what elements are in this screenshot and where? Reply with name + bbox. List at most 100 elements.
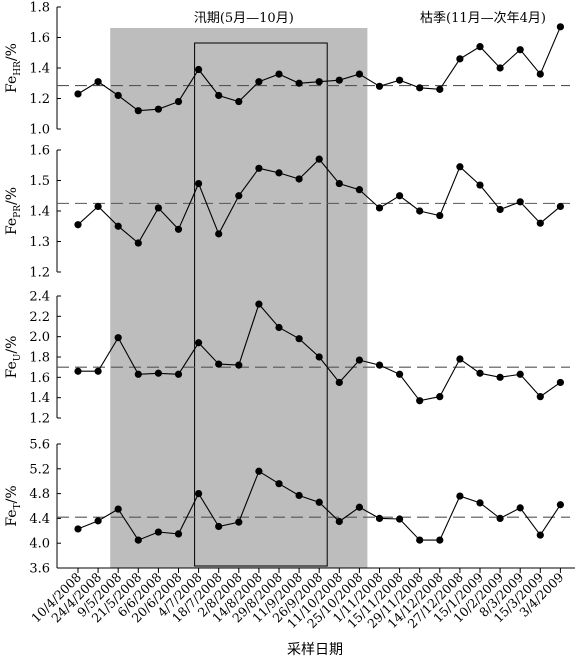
data-point-fe-pr bbox=[476, 181, 484, 189]
y-axis-title-fe-u: FeU/% bbox=[4, 336, 23, 379]
y-tick-label-fe-t: 5.6 bbox=[29, 438, 50, 453]
y-tick-label-fe-u: 2.0 bbox=[29, 330, 50, 345]
data-point-fe-hr bbox=[114, 91, 122, 100]
data-point-fe-pr bbox=[396, 192, 404, 200]
y-tick-label-fe-t: 4.4 bbox=[29, 512, 50, 527]
flood-season-label: 汛期(5月—10月) bbox=[194, 11, 294, 26]
y-tick-label-fe-pr: 1.4 bbox=[29, 205, 50, 220]
data-point-fe-pr bbox=[154, 204, 162, 212]
panel-fe-u: 1.2 1.4 1.6 1.8 2.0 2.2 2.4 FeU/% bbox=[4, 290, 570, 427]
y-tick-label-fe-hr: 1.8 bbox=[29, 1, 50, 16]
data-point-fe-t bbox=[396, 515, 404, 523]
data-point-fe-u bbox=[235, 361, 243, 369]
highlight-box bbox=[194, 42, 328, 567]
panels-layer: 1.01.21.41.61.8FeHR/%1.21.31.41.51.6FePR… bbox=[4, 1, 570, 577]
data-point-fe-u bbox=[496, 373, 504, 381]
data-point-fe-hr bbox=[375, 82, 384, 90]
data-point-fe-hr bbox=[94, 78, 102, 86]
y-axis-title-main-fe-pr: Fe bbox=[4, 218, 20, 235]
data-point-fe-hr bbox=[275, 70, 283, 78]
data-point-fe-pr bbox=[215, 230, 223, 238]
panel-fe-t: 3.6 4.0 4.4 4.8 5.2 5.6 FeT/% bbox=[4, 438, 570, 577]
data-point-fe-hr bbox=[496, 64, 504, 72]
data-point-fe-hr bbox=[295, 79, 303, 87]
data-point-fe-hr bbox=[215, 91, 223, 100]
data-point-fe-u bbox=[516, 370, 524, 378]
y-axis-title-fe-hr: FeHR/% bbox=[4, 43, 23, 93]
data-point-fe-t bbox=[375, 514, 384, 523]
y-tick-label-fe-u: 2.4 bbox=[29, 290, 50, 305]
data-point-fe-hr bbox=[556, 23, 565, 31]
data-point-fe-pr bbox=[456, 163, 464, 171]
data-point-fe-u bbox=[396, 370, 404, 378]
data-point-fe-pr bbox=[94, 202, 102, 211]
data-point-fe-pr bbox=[235, 192, 243, 200]
data-point-fe-hr bbox=[174, 97, 183, 106]
y-axis-title-unit-fe-u: /% bbox=[4, 336, 20, 354]
data-point-fe-t bbox=[114, 505, 122, 513]
data-point-fe-u bbox=[174, 370, 183, 378]
data-point-fe-pr bbox=[255, 164, 263, 172]
data-point-fe-pr bbox=[295, 175, 303, 183]
y-tick-label-fe-t: 4.8 bbox=[29, 487, 50, 502]
y-axis-title-sub-fe-t: T bbox=[13, 503, 23, 509]
data-point-fe-hr bbox=[355, 70, 363, 78]
data-point-fe-pr bbox=[416, 207, 424, 215]
x-axis-title: 采样日期 bbox=[287, 642, 343, 658]
y-tick-label-fe-u: 1.4 bbox=[29, 391, 50, 406]
y-tick-label-fe-hr: 1.4 bbox=[29, 62, 50, 77]
y-tick-label-fe-u: 2.2 bbox=[29, 310, 50, 325]
data-point-fe-u bbox=[295, 335, 303, 343]
data-point-fe-hr bbox=[476, 43, 484, 51]
data-point-fe-pr bbox=[516, 198, 524, 206]
y-tick-label-fe-u: 1.8 bbox=[29, 351, 50, 366]
y-axis-title-fe-pr: FePR/% bbox=[4, 187, 23, 235]
y-tick-label-fe-pr: 1.5 bbox=[29, 174, 50, 189]
data-point-fe-pr bbox=[536, 219, 544, 227]
data-point-fe-u bbox=[114, 334, 122, 342]
y-axis-title-fe-t: FeT/% bbox=[4, 485, 23, 526]
data-point-fe-pr bbox=[174, 225, 183, 233]
y-tick-label-fe-hr: 1.2 bbox=[29, 92, 50, 107]
panel-fe-pr: 1.2 1.3 1.4 1.5 1.6 FePR/% bbox=[4, 144, 570, 281]
y-axis-title-sub-fe-pr: PR bbox=[13, 205, 23, 218]
data-point-fe-t bbox=[195, 490, 203, 498]
data-point-fe-u bbox=[375, 361, 384, 369]
y-axis-title-unit-fe-t: /% bbox=[4, 485, 20, 503]
data-point-fe-pr bbox=[496, 205, 504, 214]
data-point-fe-t bbox=[154, 528, 162, 536]
data-point-fe-u bbox=[154, 369, 162, 377]
data-point-fe-u bbox=[456, 355, 464, 363]
y-axis-title-main-fe-u: Fe bbox=[4, 361, 20, 378]
data-point-fe-hr bbox=[335, 76, 343, 84]
data-point-fe-t bbox=[536, 531, 544, 539]
data-point-fe-u bbox=[134, 370, 142, 378]
data-point-fe-pr bbox=[114, 222, 122, 230]
data-point-fe-u bbox=[355, 356, 363, 364]
data-point-fe-hr bbox=[154, 105, 162, 113]
data-point-fe-hr bbox=[255, 78, 263, 86]
data-point-fe-pr bbox=[335, 179, 343, 188]
data-point-fe-pr bbox=[375, 204, 384, 212]
y-tick-label-fe-pr: 1.2 bbox=[29, 266, 50, 281]
data-point-fe-u bbox=[74, 367, 82, 375]
data-point-fe-hr bbox=[396, 76, 404, 84]
data-point-fe-pr bbox=[556, 202, 565, 211]
y-tick-label-fe-pr: 1.3 bbox=[29, 235, 50, 250]
data-point-fe-hr bbox=[235, 97, 243, 106]
data-point-fe-t bbox=[255, 467, 263, 475]
data-point-fe-t bbox=[134, 536, 142, 544]
data-point-fe-pr bbox=[355, 186, 363, 194]
y-axis-title-unit-fe-pr: /% bbox=[4, 187, 20, 205]
y-tick-label-fe-hr: 1.0 bbox=[29, 123, 50, 138]
data-point-fe-t bbox=[355, 503, 363, 511]
data-point-fe-t bbox=[476, 499, 484, 507]
data-point-fe-pr bbox=[134, 239, 142, 247]
panel-fe-hr: 1.0 1.2 1.4 1.6 1.8 FeHR/% bbox=[4, 1, 570, 138]
y-tick-label-fe-t: 3.6 bbox=[29, 562, 50, 577]
data-point-fe-hr bbox=[74, 90, 82, 98]
data-point-fe-t bbox=[496, 514, 504, 523]
y-tick-label-fe-t: 5.2 bbox=[29, 462, 50, 477]
